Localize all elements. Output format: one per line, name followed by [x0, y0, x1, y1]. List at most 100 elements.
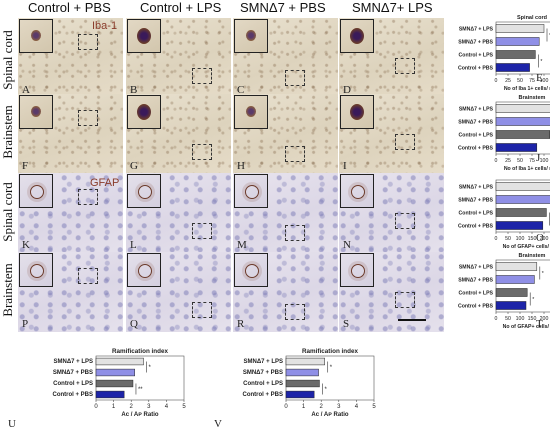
stained-cell: [137, 28, 151, 44]
x-tick-label: 150: [528, 316, 537, 322]
x-axis-label: No of Iba 1+ cells/ mm²: [504, 86, 550, 92]
magnified-inset: [234, 19, 268, 53]
bar: [95, 357, 144, 366]
significance-marker: *: [532, 297, 534, 303]
x-tick-label: 4: [355, 404, 359, 410]
bar: [495, 63, 530, 72]
category-label: Control + PBS: [52, 392, 93, 398]
bar: [495, 37, 540, 46]
chart-panel-letter: T: [536, 318, 543, 330]
micrograph-panel: Q: [126, 252, 231, 332]
panel-letter: I: [343, 160, 347, 172]
plot-frame: [285, 355, 375, 401]
bar: [285, 379, 320, 388]
significance-marker: *: [330, 365, 333, 371]
category-label: Control + PBS: [458, 304, 494, 310]
bar: [95, 379, 134, 388]
significance-marker: *: [540, 59, 542, 65]
chart-svg: Ramification index SMNΔ7 + LPS SMNΔ7 + PBS…: [242, 348, 376, 418]
bar-chart-v: Ramification index SMNΔ7 + LPS SMNΔ7 + PBS…: [220, 348, 390, 425]
category-label: Control + LPS: [243, 381, 283, 387]
micrograph-panel: G: [126, 94, 231, 174]
panel-letter: N: [343, 239, 351, 251]
magnified-inset: [127, 19, 161, 53]
category-label: SMNΔ7 + PBS: [53, 370, 93, 376]
column-header-smn-lps: SMNΔ7+ LPS: [352, 0, 433, 15]
micrograph-panel: H: [233, 94, 338, 174]
panel-letter: S: [343, 318, 350, 330]
bar-chart-o: SMNΔ7 + LPS SMNΔ7 + PBS Control + LPS Contr…: [446, 172, 550, 257]
panel-letter: B: [130, 84, 138, 96]
category-label: SMNΔ7 + PBS: [458, 40, 493, 46]
category-label: Control + PBS: [242, 392, 283, 398]
category-label: Control + LPS: [459, 291, 494, 297]
stained-cell: [30, 264, 44, 278]
category-label: SMNΔ7 + LPS: [459, 27, 494, 33]
bar: [495, 195, 550, 204]
category-label: Control + PBS: [458, 66, 494, 72]
bar-chart-u: Ramification index SMNΔ7 + LPS SMNΔ7 + PBS…: [30, 348, 200, 425]
chart-title: Ramification index: [112, 348, 168, 355]
chart-title: Brainstem: [519, 95, 546, 101]
panel-letter: A: [22, 84, 30, 96]
chart-panel-letter: V: [214, 418, 222, 430]
inset-region-marker: [192, 144, 212, 160]
column-header-control-pbs: Control + PBS: [28, 0, 111, 15]
category-label: SMNΔ7 + PBS: [458, 120, 493, 126]
x-tick-label: 200: [540, 236, 549, 242]
significance-marker: **: [138, 387, 143, 393]
x-axis-label: Aᴄ / Aᴘ Ratio: [121, 412, 158, 418]
x-tick-label: 50: [505, 236, 511, 242]
category-label: SMNΔ7 + PBS: [458, 278, 493, 284]
category-label: Control + LPS: [459, 53, 494, 59]
magnified-inset: [127, 95, 161, 129]
panel-letter: F: [22, 160, 29, 172]
bar: [495, 182, 550, 191]
x-tick-label: 75: [529, 78, 535, 84]
micrograph-panel: S: [339, 252, 444, 332]
bar: [495, 143, 538, 152]
bar: [495, 275, 535, 284]
stained-cell: [31, 106, 41, 117]
bar: [495, 50, 536, 59]
x-tick-label: 150: [528, 236, 537, 242]
chart-title: Ramification index: [302, 348, 358, 355]
stain-label-iba: Iba-1: [92, 20, 118, 32]
inset-region-marker: [78, 34, 98, 50]
chart-svg: Spinal cord SMNΔ7 + LPS SMNΔ7 + PBS Control…: [458, 15, 550, 92]
x-axis-label: No of Iba 1+ cells/ mm²: [504, 166, 550, 172]
chart-svg: Ramification index SMNΔ7 + LPS SMNΔ7 + PBS…: [52, 348, 186, 418]
category-label: Control + PBS: [458, 146, 494, 152]
chart-title: Spinal cord: [517, 15, 547, 21]
column-header-control-lps: Control + LPS: [140, 0, 222, 15]
chart-panel-letter: E: [536, 72, 543, 84]
bar: [495, 130, 550, 139]
micrograph-panel: K: [18, 173, 123, 253]
category-label: SMNΔ7 + LPS: [244, 359, 284, 365]
stained-cell: [30, 185, 44, 199]
category-label: Control + LPS: [459, 211, 494, 217]
category-label: SMNΔ7 + PBS: [458, 198, 493, 204]
micrograph-panel: D: [339, 18, 444, 98]
stained-cell: [351, 264, 365, 278]
panel-letter: L: [130, 239, 137, 251]
bar-chart-e: Spinal cord SMNΔ7 + LPS SMNΔ7 + PBS Control…: [446, 14, 550, 99]
inset-region-marker: [78, 189, 98, 205]
panel-letter: K: [22, 239, 30, 251]
stained-cell: [137, 104, 151, 120]
bar: [495, 262, 538, 271]
bar: [495, 104, 550, 113]
category-label: SMNΔ7 + PBS: [243, 370, 283, 376]
magnified-inset: [19, 95, 53, 129]
category-label: SMNΔ7 + LPS: [54, 359, 94, 365]
inset-region-marker: [192, 68, 212, 84]
row-label-brainstem-iba: Brainstem: [0, 105, 15, 159]
inset-region-marker: [78, 268, 98, 284]
bar: [285, 357, 325, 366]
stained-cell: [245, 185, 259, 199]
scale-bar: [398, 319, 426, 321]
stain-label-gfap: GFAP: [90, 177, 120, 189]
x-axis-label: Aᴄ / Aᴘ Ratio: [311, 412, 348, 418]
bar-chart-j: Brainstem SMNΔ7 + LPS SMNΔ7 + PBS Control +…: [446, 94, 550, 179]
stained-cell: [138, 264, 152, 278]
